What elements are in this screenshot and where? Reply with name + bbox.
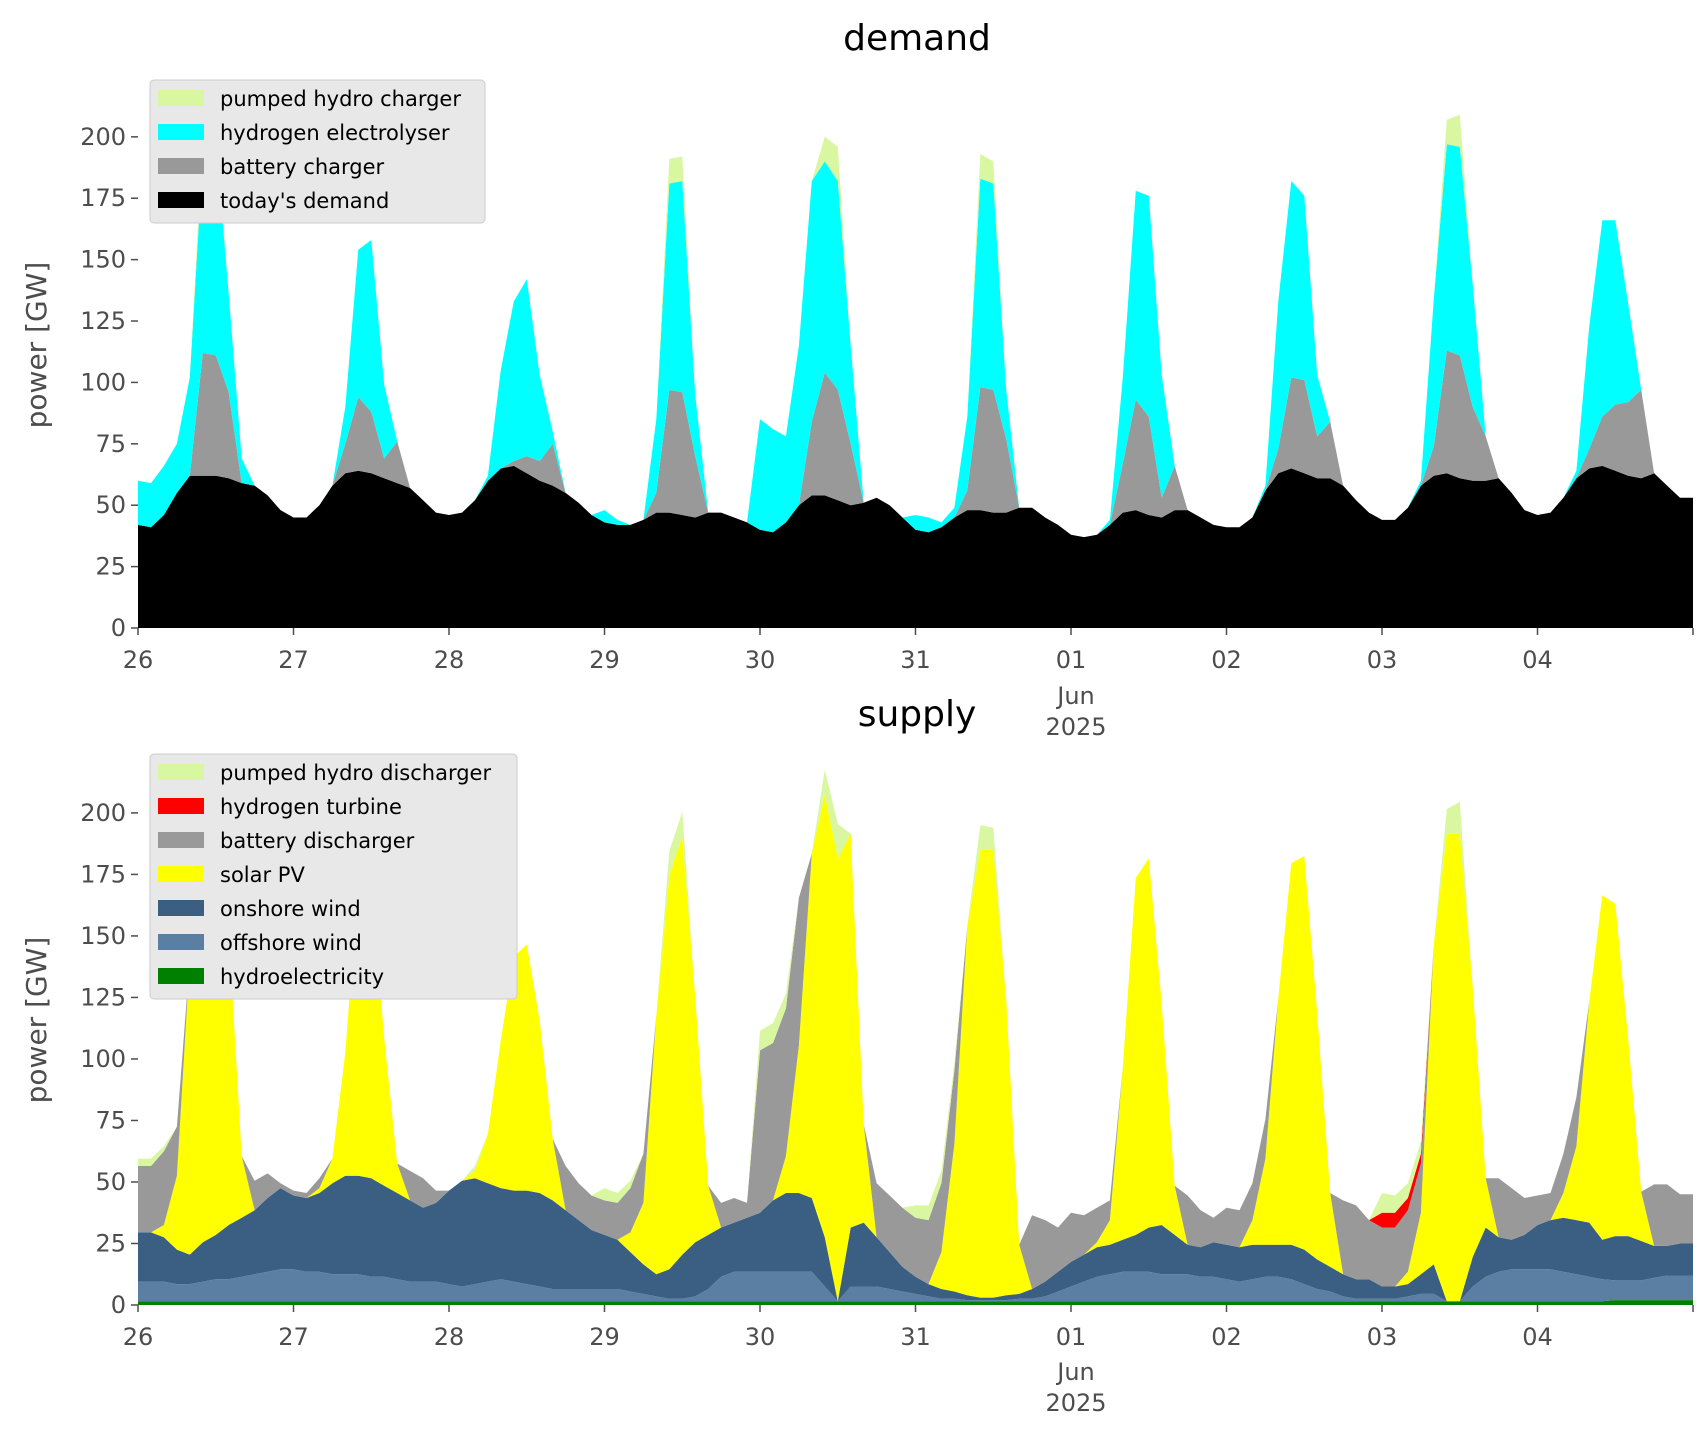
supply-legend-label-hydroelectricity: hydroelectricity — [220, 965, 384, 989]
supply-series-onshore-wind — [138, 1175, 1693, 1302]
supply-year-label: 2025 — [1045, 1389, 1106, 1417]
demand-x-tick-label: 30 — [745, 646, 776, 674]
supply-y-tick-label: 150 — [80, 922, 126, 950]
demand-series-today-s-demand — [138, 465, 1693, 628]
supply-x-tick-label: 02 — [1211, 1323, 1242, 1351]
demand-x-axis: 26 27 28 29 30 31 01 02 03 04 — [123, 628, 1694, 674]
supply-y-tick-label: 75 — [95, 1106, 126, 1134]
supply-y-tick-label: 175 — [80, 860, 126, 888]
supply-legend-label-hydrogen-turbine: hydrogen turbine — [220, 795, 402, 819]
demand-y-axis-title: power [GW] — [20, 262, 53, 429]
demand-x-tick-label: 02 — [1211, 646, 1242, 674]
demand-chart: 0 25 50 75 100 125 150 175 200 26 27 28 29 30 31 01 02 0… — [20, 18, 1694, 741]
demand-y-tick-label: 0 — [111, 614, 126, 642]
supply-area-series — [138, 769, 1693, 1305]
supply-x-tick-label: 28 — [434, 1323, 465, 1351]
supply-x-tick-label: 29 — [589, 1323, 620, 1351]
demand-x-tick-label: 03 — [1367, 646, 1398, 674]
supply-legend-swatch-onshore-wind — [158, 900, 204, 916]
supply-chart-title: supply — [858, 694, 977, 735]
demand-x-tick-label: 04 — [1522, 646, 1553, 674]
supply-legend-swatch-hydrogen-turbine — [158, 798, 204, 814]
supply-legend: pumped hydro discharger hydrogen turbine b… — [149, 753, 518, 1000]
supply-x-axis: 26 27 28 29 30 31 01 02 03 04 — [123, 1305, 1694, 1351]
supply-x-tick-label: 27 — [278, 1323, 309, 1351]
supply-legend-swatch-battery-discharger — [158, 832, 204, 848]
supply-y-axis: 0 25 50 75 100 125 150 175 200 — [80, 799, 138, 1319]
supply-legend-swatch-solar-pv — [158, 866, 204, 882]
demand-legend-swatch-today-s-demand — [158, 192, 204, 208]
supply-chart: 0 25 50 75 100 125 150 175 200 26 27 28 29 30 31 01 02 0… — [20, 694, 1694, 1417]
supply-series-solar-pv — [138, 794, 1693, 1302]
supply-y-tick-label: 200 — [80, 799, 126, 827]
supply-x-tick-label: 01 — [1056, 1323, 1087, 1351]
demand-x-tick-label: 31 — [900, 646, 931, 674]
supply-legend-label-offshore-wind: offshore wind — [220, 931, 362, 955]
demand-legend: pumped hydro charger hydrogen electrolyse… — [149, 79, 486, 224]
supply-series-offshore-wind — [138, 1269, 1693, 1302]
supply-legend-swatch-hydroelectricity — [158, 968, 204, 984]
demand-series-hydrogen-electrolyser — [138, 139, 1693, 538]
supply-y-tick-label: 100 — [80, 1045, 126, 1073]
supply-x-tick-label: 03 — [1367, 1323, 1398, 1351]
supply-x-tick-label: 30 — [745, 1323, 776, 1351]
demand-series-battery-charger — [138, 350, 1693, 538]
supply-y-tick-label: 50 — [95, 1168, 126, 1196]
demand-legend-label-pumped-hydro-charger: pumped hydro charger — [220, 87, 461, 111]
demand-x-tick-label: 27 — [278, 646, 309, 674]
demand-legend-label-battery-charger: battery charger — [220, 155, 385, 179]
demand-y-tick-label: 50 — [95, 491, 126, 519]
demand-x-tick-label: 01 — [1056, 646, 1087, 674]
demand-month-label: Jun — [1055, 682, 1095, 710]
supply-y-tick-label: 125 — [80, 983, 126, 1011]
demand-chart-title: demand — [843, 18, 991, 59]
supply-legend-label-pumped-hydro-discharger: pumped hydro discharger — [220, 761, 491, 785]
supply-series-hydroelectricity — [138, 1300, 1693, 1305]
supply-x-tick-label: 04 — [1522, 1323, 1553, 1351]
demand-legend-swatch-hydrogen-electrolyser — [158, 124, 204, 140]
demand-y-axis: 0 25 50 75 100 125 150 175 200 — [80, 123, 138, 642]
demand-y-tick-label: 200 — [80, 123, 126, 151]
demand-legend-swatch-pumped-hydro-charger — [158, 90, 204, 106]
demand-legend-label-today-s-demand: today's demand — [220, 189, 389, 213]
demand-legend-label-hydrogen-electrolyser: hydrogen electrolyser — [220, 121, 450, 145]
demand-y-tick-label: 150 — [80, 246, 126, 274]
supply-legend-label-solar-pv: solar PV — [220, 863, 305, 887]
demand-y-tick-label: 125 — [80, 307, 126, 335]
demand-x-tick-label: 28 — [434, 646, 465, 674]
supply-y-tick-label: 0 — [111, 1291, 126, 1319]
supply-legend-swatch-offshore-wind — [158, 934, 204, 950]
supply-legend-label-onshore-wind: onshore wind — [220, 897, 361, 921]
supply-y-tick-label: 25 — [95, 1229, 126, 1257]
demand-y-tick-label: 100 — [80, 368, 126, 396]
demand-y-tick-label: 25 — [95, 553, 126, 581]
supply-x-tick-label: 31 — [900, 1323, 931, 1351]
demand-year-label: 2025 — [1045, 713, 1106, 741]
demand-legend-swatch-battery-charger — [158, 158, 204, 174]
demand-y-tick-label: 175 — [80, 184, 126, 212]
demand-area-series — [138, 114, 1693, 628]
supply-x-tick-label: 26 — [123, 1323, 154, 1351]
supply-legend-swatch-pumped-hydro-discharger — [158, 764, 204, 780]
demand-x-tick-label: 29 — [589, 646, 620, 674]
demand-x-tick-label: 26 — [123, 646, 154, 674]
supply-month-label: Jun — [1055, 1358, 1095, 1386]
demand-y-tick-label: 75 — [95, 430, 126, 458]
supply-y-axis-title: power [GW] — [20, 937, 53, 1104]
supply-legend-label-battery-discharger: battery discharger — [220, 829, 415, 853]
